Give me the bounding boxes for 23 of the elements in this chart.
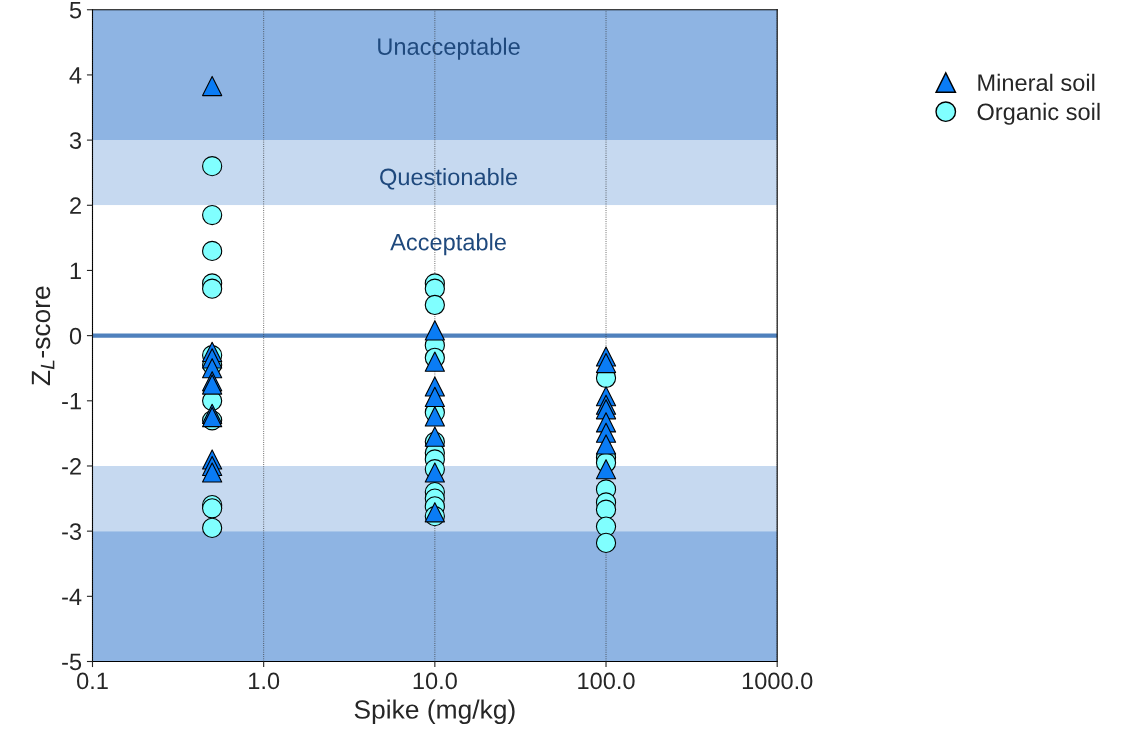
x-tick-label: 100.0: [578, 672, 635, 690]
x-tick-label: 10.0: [413, 672, 457, 690]
y-tick-label: 0: [69, 327, 82, 345]
y-tick-label: -3: [62, 523, 82, 540]
y-axis-title: Z$_{L}$-score: [31, 286, 55, 386]
y-tick-label: -1: [62, 393, 81, 410]
legend-label: Mineral soil: [978, 73, 1095, 92]
y-tick-label: -4: [62, 588, 82, 605]
band-label: Acceptable: [390, 233, 506, 256]
band-label: Unacceptable: [378, 37, 520, 60]
y-tick-label: 1: [70, 262, 81, 280]
legend-label: Organic soil: [977, 102, 1100, 125]
y-tick-label: 2: [70, 197, 81, 214]
y-tick-label: 5: [69, 2, 82, 19]
y-tick-label: 3: [69, 132, 82, 149]
y-tick-label: 4: [69, 67, 82, 84]
x-tick-label: 1000.0: [742, 672, 813, 690]
y-tick-label: -2: [62, 458, 81, 475]
x-tick-label: 0.1: [77, 672, 108, 690]
x-tick-label: 1.0: [249, 672, 280, 690]
band-label: Questionable: [380, 167, 518, 190]
x-axis-title: Spike (mg/kg): [354, 699, 515, 725]
y-tick-label: -5: [62, 653, 82, 671]
